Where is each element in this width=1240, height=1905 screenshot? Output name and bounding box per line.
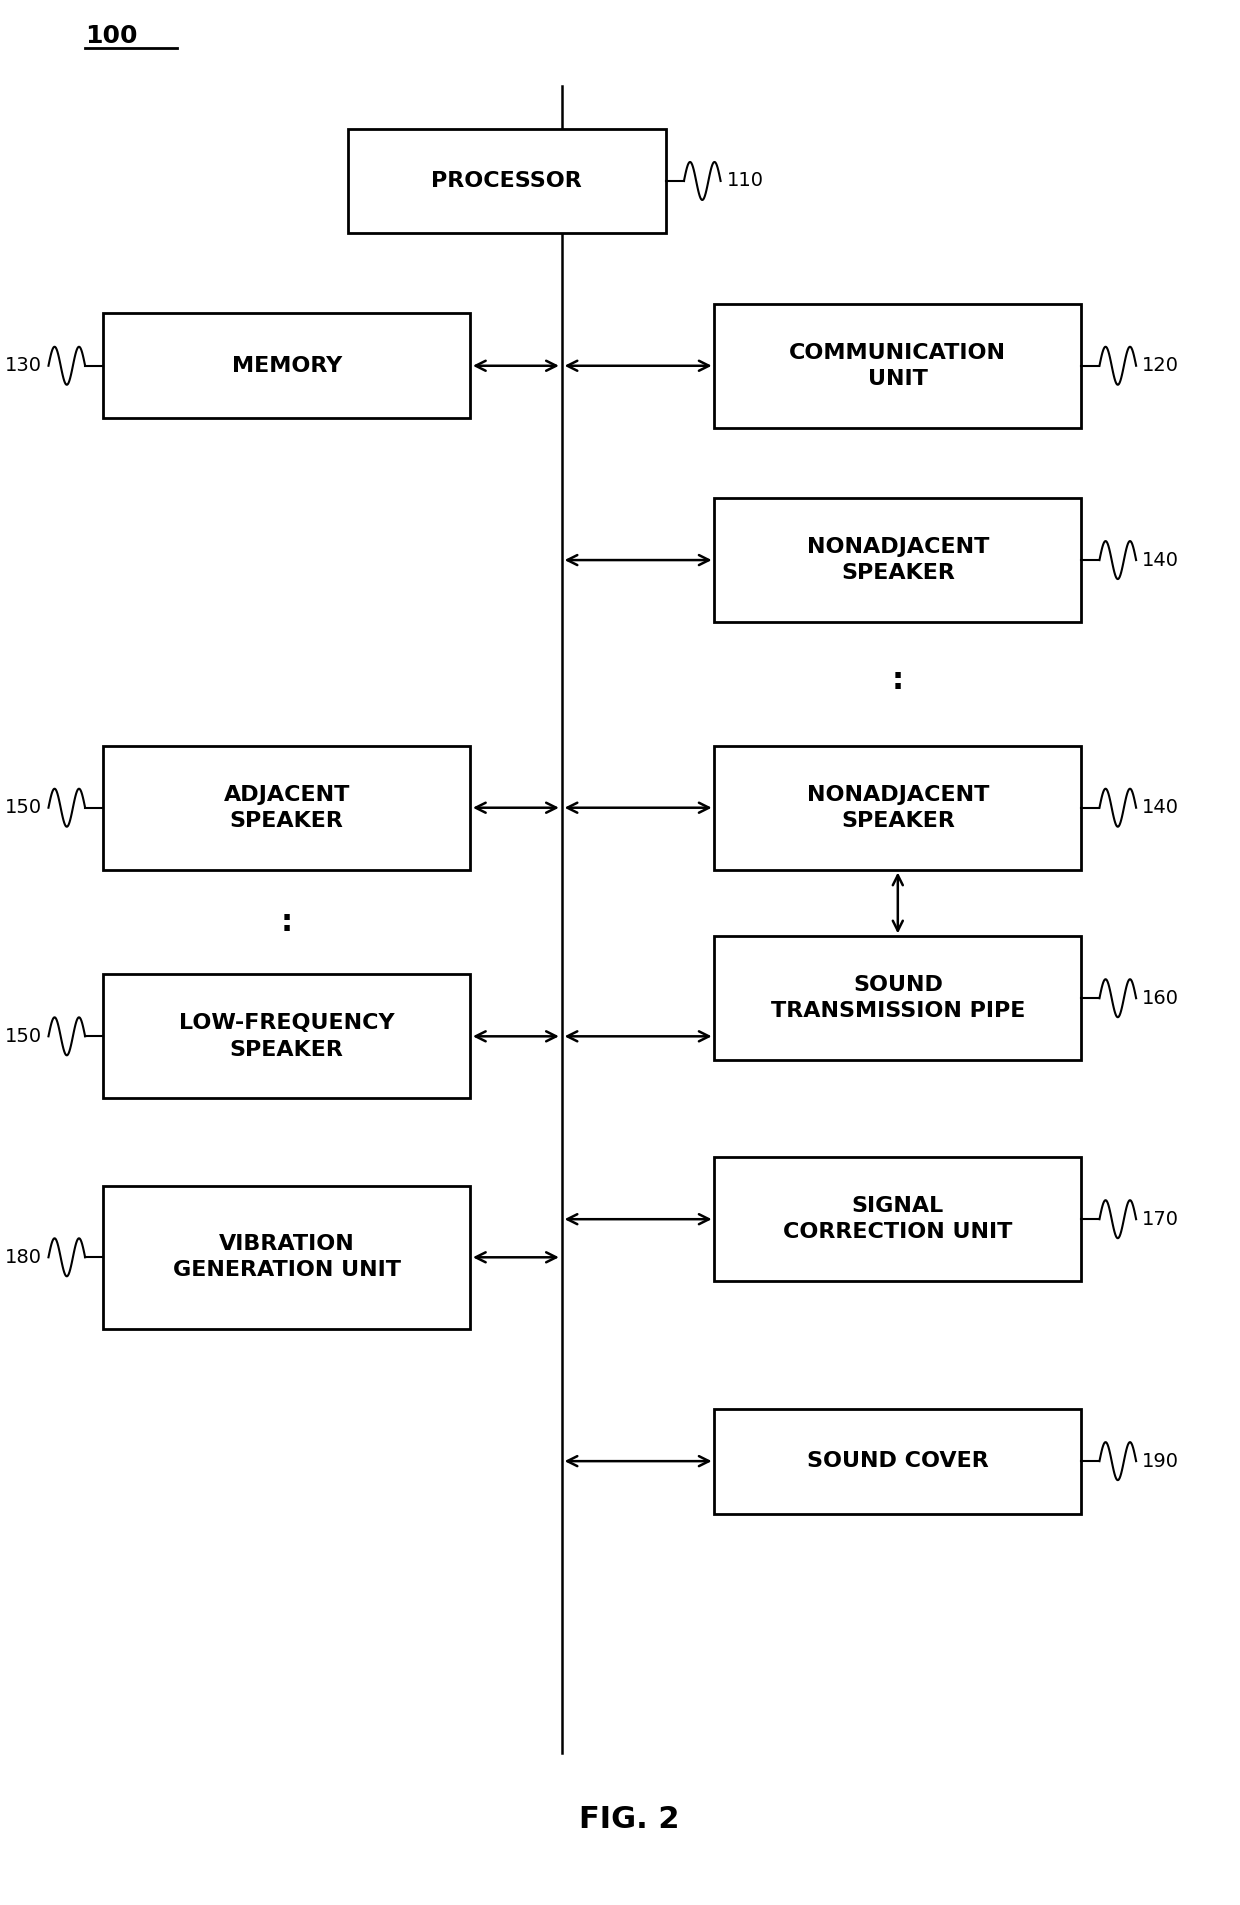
Text: FIG. 2: FIG. 2 [579,1804,680,1835]
Text: SIGNAL
CORRECTION UNIT: SIGNAL CORRECTION UNIT [784,1196,1013,1242]
FancyBboxPatch shape [714,499,1081,621]
Text: :: : [280,907,293,937]
FancyBboxPatch shape [714,1410,1081,1513]
Text: 150: 150 [5,798,42,817]
Text: 110: 110 [727,171,764,190]
FancyBboxPatch shape [714,303,1081,427]
FancyBboxPatch shape [348,128,666,232]
Text: PROCESSOR: PROCESSOR [432,171,582,190]
Text: ADJACENT
SPEAKER: ADJACENT SPEAKER [223,785,350,831]
Text: MEMORY: MEMORY [232,356,342,375]
Text: 120: 120 [1142,356,1179,375]
Text: LOW-FREQUENCY
SPEAKER: LOW-FREQUENCY SPEAKER [179,1013,394,1059]
Text: 180: 180 [5,1248,42,1267]
FancyBboxPatch shape [714,1158,1081,1280]
FancyBboxPatch shape [103,1185,470,1330]
FancyBboxPatch shape [714,937,1081,1059]
Text: COMMUNICATION
UNIT: COMMUNICATION UNIT [790,343,1007,389]
Text: NONADJACENT
SPEAKER: NONADJACENT SPEAKER [807,785,990,831]
Text: NONADJACENT
SPEAKER: NONADJACENT SPEAKER [807,537,990,583]
FancyBboxPatch shape [714,745,1081,869]
Text: SOUND
TRANSMISSION PIPE: SOUND TRANSMISSION PIPE [770,975,1025,1021]
Text: VIBRATION
GENERATION UNIT: VIBRATION GENERATION UNIT [172,1234,401,1280]
Text: 100: 100 [86,23,138,48]
FancyBboxPatch shape [103,975,470,1097]
Text: 190: 190 [1142,1452,1179,1471]
Text: 130: 130 [5,356,42,375]
Text: 170: 170 [1142,1210,1179,1229]
Text: 160: 160 [1142,989,1179,1008]
Text: SOUND COVER: SOUND COVER [807,1452,988,1471]
FancyBboxPatch shape [103,745,470,869]
Text: 140: 140 [1142,798,1179,817]
FancyBboxPatch shape [103,312,470,417]
Text: 150: 150 [5,1027,42,1046]
Text: 140: 140 [1142,551,1179,570]
Text: :: : [892,665,904,695]
